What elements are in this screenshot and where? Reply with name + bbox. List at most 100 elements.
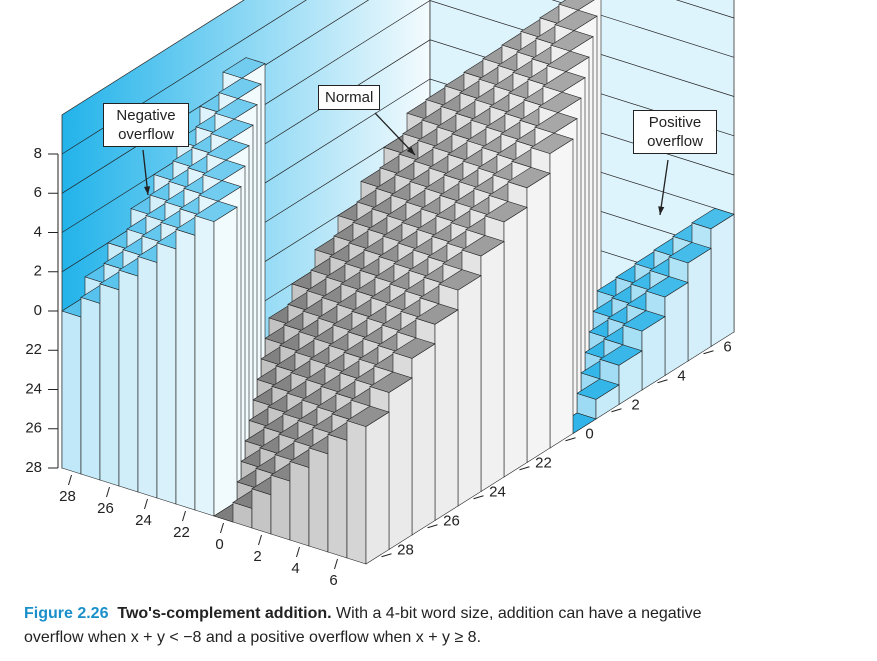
y-tick-label: 4	[677, 368, 685, 385]
bar-top	[554, 9, 598, 31]
bar-top	[218, 77, 262, 99]
bar-top	[206, 139, 250, 161]
bar-top	[668, 242, 712, 264]
bar-top	[530, 132, 574, 154]
bar-front	[270, 474, 291, 541]
grid-line	[61, 0, 735, 155]
tick-mark	[519, 466, 530, 471]
tick-mark	[703, 350, 714, 355]
bar-top	[599, 344, 643, 366]
bar-side	[365, 411, 390, 565]
y-tick-label: 24	[489, 484, 506, 501]
bar-front	[289, 461, 310, 547]
bar-side	[710, 213, 735, 348]
bar-top	[438, 269, 482, 291]
bar-front	[80, 296, 101, 481]
annotation-arrow	[659, 159, 669, 216]
z-tick-label: 2	[34, 263, 42, 280]
bar-front	[308, 447, 329, 553]
bar-front	[327, 433, 348, 559]
y-tick-label: 28	[397, 542, 414, 559]
bar	[576, 378, 620, 420]
bar-side	[549, 138, 574, 449]
bar-side	[687, 247, 712, 362]
y-tick-label: 2	[631, 397, 639, 414]
tick-mark	[68, 474, 72, 486]
bar-top	[622, 310, 666, 332]
arrow-head	[406, 146, 415, 155]
tick-mark	[381, 553, 392, 558]
y-tick-label: 22	[535, 455, 552, 472]
y-tick-label: 6	[723, 339, 731, 356]
bar	[194, 200, 238, 517]
annotation-arrow	[374, 112, 416, 156]
bar-side	[434, 309, 459, 522]
annotation: Positive overflow	[633, 110, 717, 154]
tick-mark	[334, 558, 338, 570]
z-tick-label: 4	[34, 223, 42, 240]
y-tick-label: 0	[585, 426, 593, 443]
bar-front	[156, 242, 177, 505]
bar-top	[538, 91, 582, 113]
tick-mark	[296, 546, 300, 558]
bar-top	[198, 180, 242, 202]
bar-side	[503, 206, 528, 478]
bar-top	[222, 57, 266, 79]
tick-mark	[182, 510, 186, 522]
caption-label: Figure 2.26	[24, 605, 109, 622]
bar-top	[202, 159, 246, 181]
annotation: Negative overflow	[103, 103, 189, 147]
x-tick-label: 4	[291, 560, 299, 577]
tick-mark	[611, 408, 622, 413]
bar-side	[664, 281, 689, 377]
x-tick-label: 26	[97, 500, 114, 517]
x-tick-label: 2	[253, 548, 261, 565]
bar-top	[346, 405, 390, 427]
bar-top	[214, 98, 258, 120]
x-tick-label: 0	[215, 536, 223, 553]
bar-top	[691, 207, 735, 230]
bar-top	[507, 166, 551, 189]
bar-top	[542, 71, 586, 93]
bar-side	[457, 275, 482, 507]
bar-front	[118, 269, 139, 493]
x-tick-label: 24	[135, 512, 152, 529]
z-tick-label: 28	[25, 459, 42, 476]
tick-mark	[427, 524, 438, 529]
bar-top	[210, 118, 254, 140]
tick-mark	[258, 534, 262, 546]
bar-top	[550, 30, 594, 52]
x-tick-label: 6	[329, 572, 337, 589]
arrow-head	[658, 206, 665, 215]
tick-mark	[220, 522, 224, 534]
arrow-head	[144, 186, 151, 195]
bar-front	[346, 420, 367, 565]
bar-top	[576, 378, 620, 400]
bar-front	[99, 283, 120, 487]
y-tick-label: 26	[443, 513, 460, 530]
z-tick-label: 26	[25, 420, 42, 437]
z-tick-label: 6	[34, 184, 42, 201]
z-tick-label: 24	[25, 380, 42, 397]
bar-top	[484, 201, 528, 223]
x-tick-label: 22	[173, 524, 190, 541]
bar	[346, 405, 390, 565]
tick-mark	[657, 379, 668, 384]
bar-top	[194, 200, 238, 222]
tick-mark	[106, 486, 110, 498]
caption-title: Two's-complement addition.	[117, 605, 332, 622]
tick-mark	[144, 498, 148, 510]
caption: Figure 2.26 Two's-complement addition. W…	[24, 602, 764, 650]
bar-side	[411, 343, 436, 536]
z-tick-label: 8	[34, 145, 42, 162]
z-tick-label: 0	[34, 302, 42, 319]
bar-front	[175, 228, 196, 511]
z-tick-label: 22	[25, 341, 42, 358]
bar-top	[645, 276, 689, 298]
bar-side	[213, 206, 238, 517]
bar-front	[137, 256, 158, 499]
bar-top	[392, 337, 436, 359]
bar-top	[461, 235, 505, 257]
